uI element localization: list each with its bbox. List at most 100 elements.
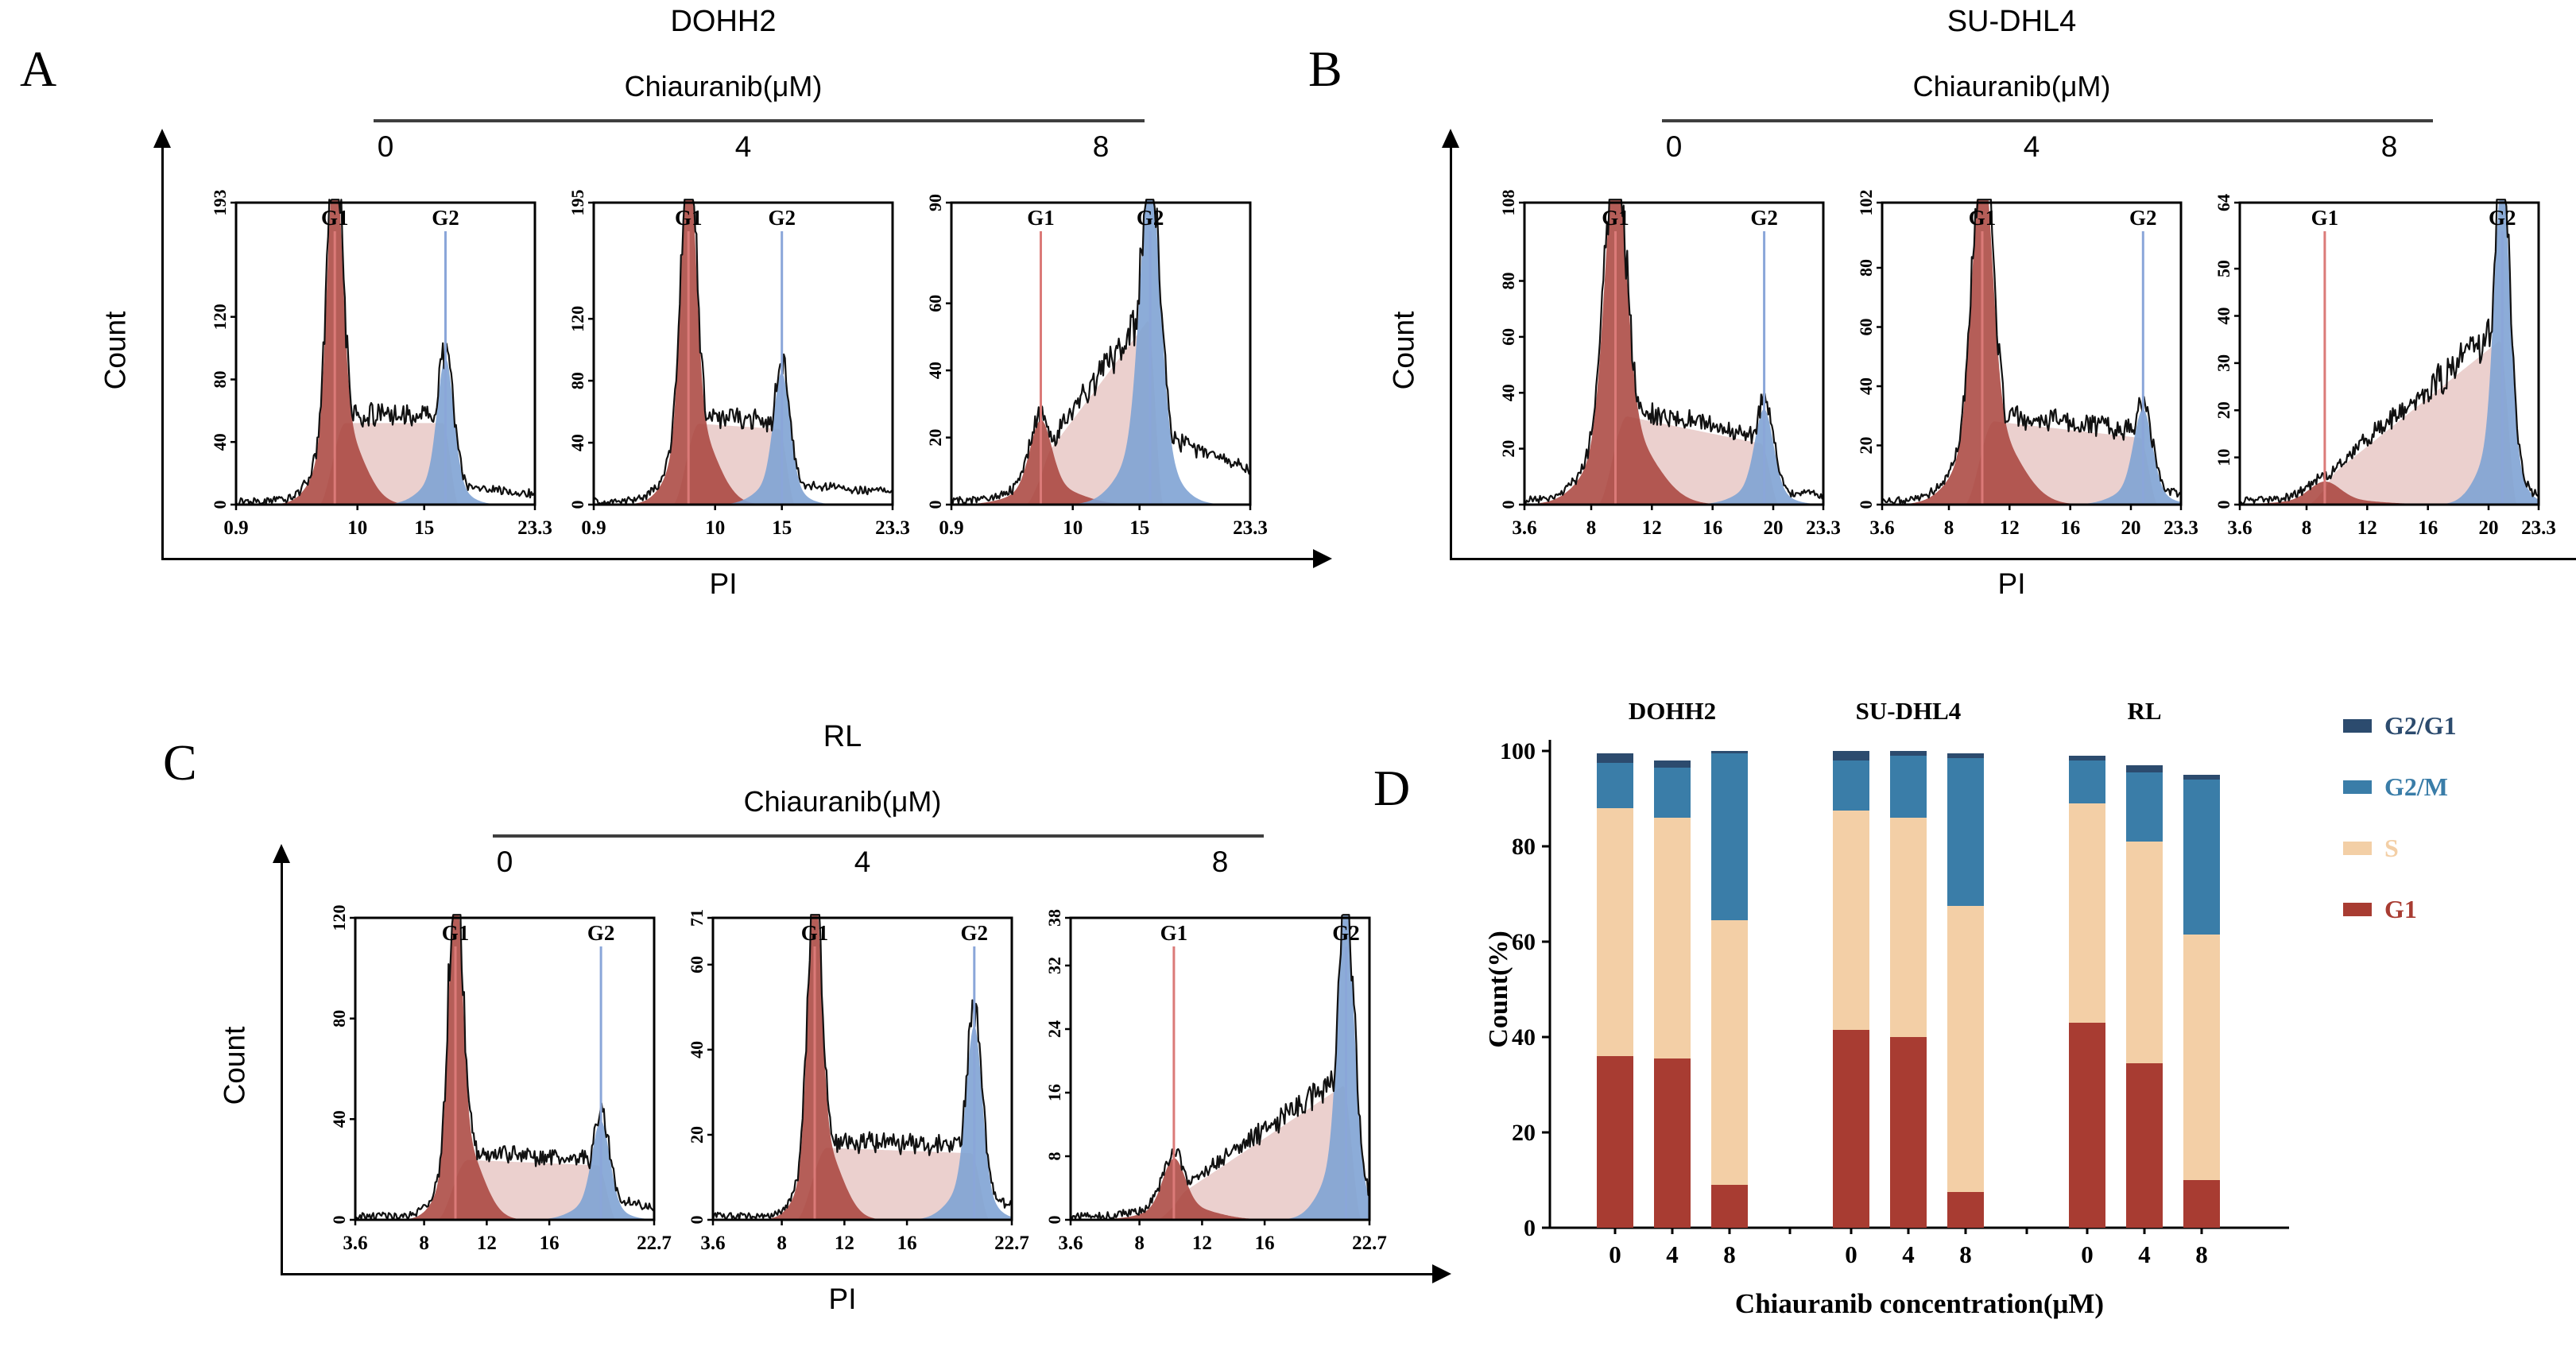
treatment-label: Chiauranib(μM) — [1912, 70, 2111, 103]
cell-line-title: SU-DHL4 — [1947, 5, 2077, 38]
s-phase-fill — [594, 424, 893, 505]
treatment-bracket-line — [374, 119, 1145, 122]
s-phase-fill — [951, 321, 1250, 505]
svg-text:3.6: 3.6 — [700, 1233, 725, 1254]
svg-text:23.3: 23.3 — [875, 517, 910, 539]
g2-phase-fill — [713, 1026, 1012, 1220]
svg-text:40: 40 — [925, 362, 945, 379]
bar-segment-G2-G1 — [1711, 751, 1748, 753]
phase-fills — [951, 199, 1250, 505]
raw-trace — [1523, 199, 1825, 505]
raw-trace — [592, 199, 893, 505]
svg-text:40: 40 — [2214, 308, 2233, 325]
x-tick-label: 0 — [1845, 1240, 1857, 1268]
svg-text:23.3: 23.3 — [517, 517, 552, 539]
panel-letter: B — [1308, 41, 1342, 97]
dose-label: 0 — [1665, 130, 1683, 163]
bar-segment-S — [1597, 808, 1633, 1056]
svg-text:16: 16 — [897, 1233, 917, 1254]
svg-text:40: 40 — [687, 1041, 707, 1058]
y-axis-label: Count — [1387, 311, 1420, 390]
raw-trace — [2238, 199, 2539, 505]
svg-text:8: 8 — [1044, 1152, 1064, 1161]
svg-text:60: 60 — [925, 295, 945, 312]
x-tick-label: 0 — [2081, 1240, 2094, 1268]
g2-marker-label: G2 — [1137, 206, 1164, 230]
x-axis-ticks: 3.6 8 12 16 22.7 — [343, 1220, 672, 1254]
svg-text:15: 15 — [1129, 517, 1149, 539]
s-phase-fill — [713, 1147, 1012, 1220]
dose-label: 8 — [2380, 130, 2398, 163]
svg-text:22.7: 22.7 — [637, 1233, 672, 1254]
bar-segment-S — [1890, 818, 1927, 1037]
svg-text:80: 80 — [329, 1010, 349, 1028]
legend-swatch — [2343, 842, 2372, 855]
svg-text:10: 10 — [2214, 449, 2233, 466]
svg-text:0.9: 0.9 — [939, 517, 963, 539]
svg-text:0: 0 — [329, 1216, 349, 1225]
legend-item: G1 — [2343, 895, 2457, 924]
g1-marker-label: G1 — [1027, 206, 1055, 230]
y-tick-label: 100 — [1500, 738, 1536, 764]
bar-segment-G2-M — [2183, 780, 2220, 935]
svg-text:8: 8 — [1944, 517, 1954, 539]
pi-axis-arrowhead — [1313, 549, 1332, 568]
bar-segment-G2-M — [1711, 753, 1748, 920]
svg-text:50: 50 — [2214, 260, 2233, 277]
x-tick-label: 4 — [1902, 1240, 1915, 1268]
svg-text:80: 80 — [1856, 259, 1876, 277]
svg-text:40: 40 — [210, 433, 230, 451]
raw-trace — [354, 914, 655, 1221]
bar-segment-S — [1833, 811, 1869, 1030]
y-axis-ticks: 0 40 80 120 195 — [567, 190, 594, 509]
panel-letter: A — [20, 41, 57, 97]
bar-segment-G2-M — [1947, 758, 1984, 906]
g2-phase-fill — [1524, 409, 1823, 505]
s-phase-fill — [1882, 421, 2181, 505]
g1-phase-fill — [1524, 199, 1823, 505]
svg-text:23.3: 23.3 — [1806, 517, 1841, 539]
bar-segment-G2-G1 — [1947, 753, 1984, 758]
g2-phase-fill — [1071, 915, 1369, 1220]
bar-segment-G2-G1 — [1597, 753, 1633, 763]
svg-text:15: 15 — [772, 517, 792, 539]
plot-border — [2238, 201, 2540, 506]
x-axis-ticks: 3.6 8 12 16 22.7 — [700, 1220, 1029, 1254]
svg-text:12: 12 — [477, 1233, 497, 1254]
x-tick-label: 8 — [1959, 1240, 1972, 1268]
pi-axis-line — [1450, 558, 2576, 560]
svg-text:80: 80 — [1498, 273, 1518, 290]
treatment-label: Chiauranib(μM) — [743, 785, 942, 818]
s-phase-fill — [236, 423, 535, 505]
g1-marker-label: G1 — [321, 206, 349, 230]
bar-segment-G1 — [1654, 1058, 1691, 1228]
svg-text:60: 60 — [687, 956, 707, 973]
svg-text:10: 10 — [1063, 517, 1083, 539]
svg-text:12: 12 — [2000, 517, 2020, 539]
y-tick-label: 80 — [1512, 834, 1536, 860]
svg-text:20: 20 — [1498, 440, 1518, 458]
count-axis-arrowhead — [1442, 129, 1459, 148]
y-axis-label: Count(%) — [1484, 931, 1513, 1047]
svg-text:16: 16 — [540, 1233, 560, 1254]
svg-text:16: 16 — [1702, 517, 1722, 539]
x-axis-label: Chiauranib concentration(μM) — [1734, 1288, 2105, 1319]
group-label: RL — [2127, 697, 2161, 725]
svg-text:8: 8 — [777, 1233, 787, 1254]
bar-segment-G2-G1 — [1890, 751, 1927, 756]
phase-fills — [355, 915, 654, 1220]
y-tick-label: 40 — [1512, 1024, 1536, 1051]
flow-histogram: G1 G2 0 20 40 60 80 108 3.6 8 12 16 20 23.3 — [1498, 190, 1841, 540]
phase-fills — [1071, 915, 1369, 1220]
svg-text:0: 0 — [1498, 501, 1518, 509]
g2-marker-label: G2 — [587, 921, 615, 945]
plot-border — [1881, 201, 2183, 506]
plot-border — [234, 201, 537, 506]
count-axis-line — [1450, 146, 1452, 559]
panel-A: A DOHH2 Chiauranib(μM) 0 4 8 Count G1 G2 0 40… — [0, 0, 1332, 636]
svg-text:60: 60 — [1498, 328, 1518, 346]
g2-marker-label: G2 — [961, 921, 989, 945]
phase-fills — [1882, 199, 2181, 505]
svg-text:20: 20 — [1764, 517, 1784, 539]
group-label: SU-DHL4 — [1856, 697, 1962, 725]
